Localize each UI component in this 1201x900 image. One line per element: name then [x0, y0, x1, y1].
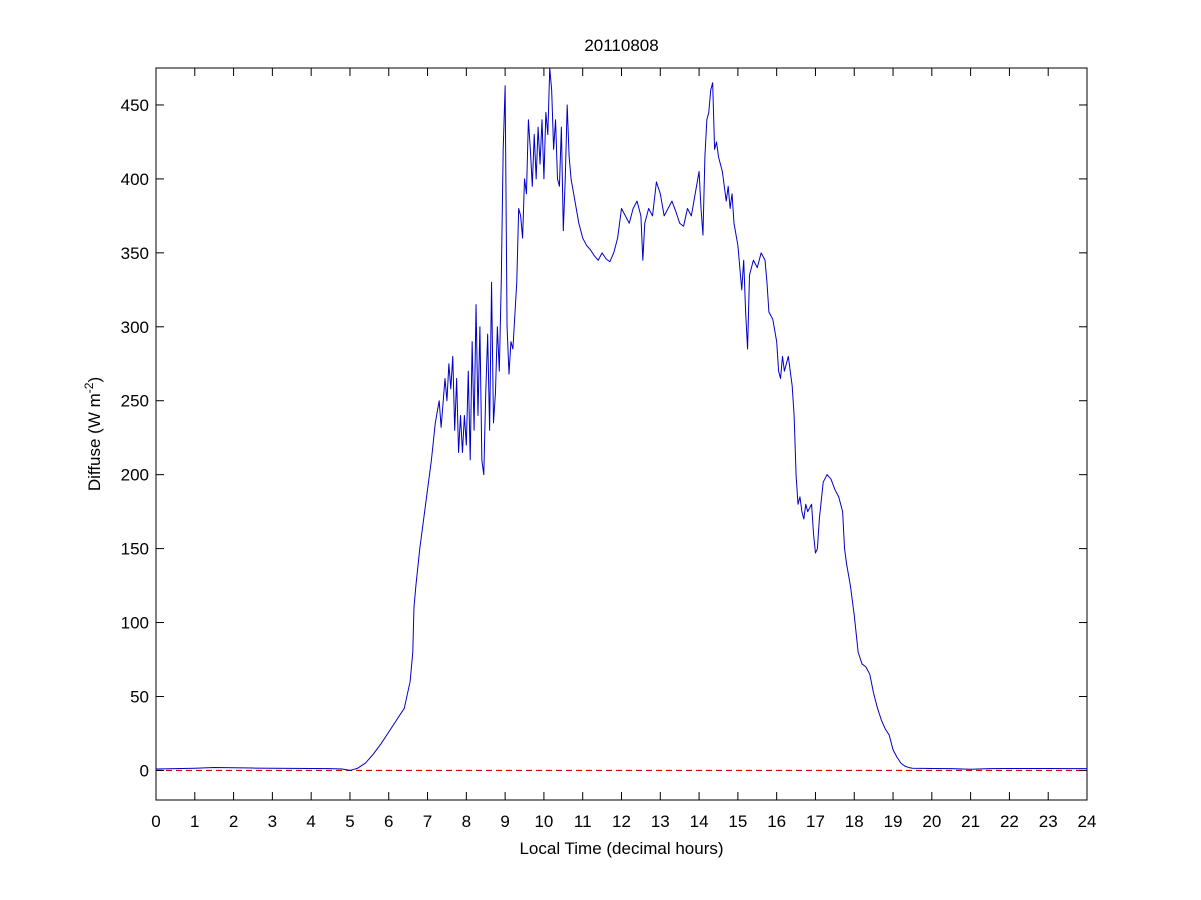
x-tick-label: 15 — [728, 812, 747, 831]
x-tick-label: 23 — [1039, 812, 1058, 831]
x-tick-label: 6 — [384, 812, 393, 831]
x-tick-label: 5 — [345, 812, 354, 831]
y-axis-title-prefix: Diffuse (W m — [85, 393, 104, 491]
y-axis-title: Diffuse (W m-2) — [82, 377, 104, 491]
chart-title: 20110808 — [584, 36, 658, 55]
plot-area — [155, 67, 1088, 801]
y-axis-title-superscript: -2 — [82, 382, 96, 393]
x-tick-label: 7 — [423, 812, 432, 831]
x-tick-label: 22 — [1000, 812, 1019, 831]
x-tick-label: 12 — [612, 812, 631, 831]
x-tick-label: 10 — [534, 812, 553, 831]
y-tick-label: 250 — [121, 392, 149, 411]
x-tick-label: 14 — [690, 812, 709, 831]
y-tick-label: 200 — [121, 466, 149, 485]
y-tick-label: 350 — [121, 244, 149, 263]
y-tick-label: 150 — [121, 540, 149, 559]
x-tick-label: 4 — [306, 812, 315, 831]
x-tick-label: 2 — [229, 812, 238, 831]
x-tick-label: 3 — [268, 812, 277, 831]
y-tick-label: 50 — [130, 687, 149, 706]
y-tick-label: 100 — [121, 614, 149, 633]
y-tick-label: 400 — [121, 170, 149, 189]
x-tick-label: 11 — [574, 812, 592, 831]
x-tick-label: 20 — [922, 812, 941, 831]
y-tick-label: 450 — [121, 96, 149, 115]
x-tick-label: 24 — [1078, 812, 1097, 831]
y-tick-label: 0 — [140, 761, 149, 780]
y-axis-title-suffix: ) — [85, 377, 104, 383]
x-tick-label: 9 — [500, 812, 509, 831]
x-tick-label: 19 — [884, 812, 903, 831]
x-tick-label: 18 — [845, 812, 864, 831]
x-tick-label: 0 — [151, 812, 160, 831]
x-tick-label: 8 — [462, 812, 471, 831]
x-tick-label: 16 — [767, 812, 786, 831]
y-tick-label: 300 — [121, 318, 149, 337]
x-tick-label: 21 — [961, 812, 980, 831]
x-tick-label: 17 — [806, 812, 825, 831]
x-tick-label: 1 — [190, 812, 199, 831]
x-tick-label: 13 — [651, 812, 670, 831]
series-line-0 — [155, 67, 1087, 771]
x-axis-title: Local Time (decimal hours) — [519, 839, 723, 858]
